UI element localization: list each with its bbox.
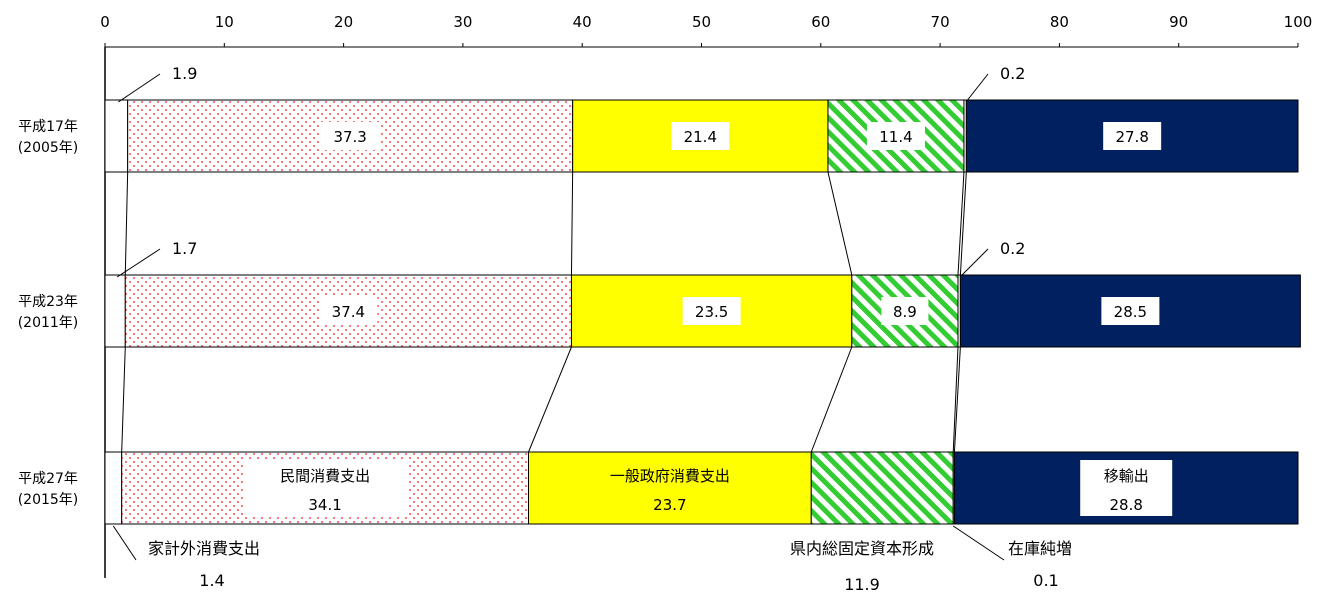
series-name-label: 一般政府消費支出 (610, 467, 730, 485)
callout-leader (959, 248, 989, 278)
callout-value: 0.2 (1000, 239, 1025, 258)
label-box (671, 122, 730, 150)
x-tick-label: 30 (453, 13, 472, 31)
connector-line (810, 346, 853, 453)
value-label: 37.4 (332, 303, 365, 321)
connector-line (528, 346, 572, 453)
category-label: (2005年) (18, 140, 79, 156)
bar-segment (104, 99, 129, 173)
bar-segment (528, 451, 812, 525)
callout-leader (112, 525, 137, 561)
connector-line (957, 171, 965, 276)
x-tick-label: 100 (1284, 13, 1313, 31)
label-box (682, 297, 741, 325)
label-box (1101, 297, 1160, 325)
label-box (243, 460, 408, 516)
label-box (321, 122, 380, 150)
label-box (319, 297, 378, 325)
value-label: 34.1 (308, 496, 341, 514)
category-label: (2011年) (18, 315, 79, 331)
callout-value: 1.4 (199, 571, 224, 590)
connector-line (827, 171, 853, 276)
connector-line (124, 171, 129, 276)
label-box (1103, 122, 1162, 150)
value-label: 28.8 (1110, 496, 1143, 514)
category-label: 平成23年 (18, 294, 78, 310)
value-label: 37.3 (333, 128, 366, 146)
value-label: 23.5 (695, 303, 728, 321)
connector-line (952, 346, 959, 453)
x-tick-label: 80 (1050, 13, 1069, 31)
value-label: 28.5 (1114, 303, 1147, 321)
x-tick-label: 90 (1169, 13, 1188, 31)
bar-segment (810, 451, 954, 525)
x-tick-label: 20 (334, 13, 353, 31)
value-label: 21.4 (684, 128, 717, 146)
callout-leader (116, 248, 161, 278)
value-label: 11.4 (879, 128, 912, 146)
callout-value: 1.9 (172, 64, 197, 83)
series-name-label: 移輸出 (1104, 467, 1149, 485)
connector-line (570, 171, 574, 276)
bar-segment (104, 451, 123, 525)
category-label: 平成17年 (18, 119, 78, 135)
connector-line (953, 346, 961, 453)
connector-line (959, 171, 967, 276)
bar-segment (104, 274, 126, 348)
label-box (866, 122, 925, 150)
value-label: 8.9 (893, 303, 917, 321)
label-box (881, 297, 929, 325)
value-label: 23.7 (653, 496, 686, 514)
callout-series-name: 県内総固定資本形成 (790, 539, 934, 558)
callout-value: 0.2 (1000, 64, 1025, 83)
x-tick-label: 70 (931, 13, 950, 31)
callout-value: 11.9 (844, 575, 880, 594)
x-tick-label: 60 (811, 13, 830, 31)
callout-value: 1.7 (172, 239, 197, 258)
x-tick-label: 0 (100, 13, 110, 31)
category-label: (2015年) (18, 492, 79, 508)
callout-leader (965, 73, 989, 103)
series-name-label: 民間消費支出 (280, 467, 370, 485)
callout-series-name: 在庫純増 (1008, 539, 1072, 558)
callout-series-name: 家計外消費支出 (148, 539, 260, 558)
value-label: 27.8 (1115, 128, 1148, 146)
x-tick-label: 50 (692, 13, 711, 31)
callout-leader (118, 73, 161, 103)
callout-leader (952, 525, 1005, 561)
x-tick-label: 40 (573, 13, 592, 31)
callout-value: 0.1 (1033, 571, 1058, 590)
x-tick-label: 10 (215, 13, 234, 31)
connector-line (121, 346, 126, 453)
category-label: 平成27年 (18, 471, 78, 487)
label-box (1080, 460, 1173, 516)
